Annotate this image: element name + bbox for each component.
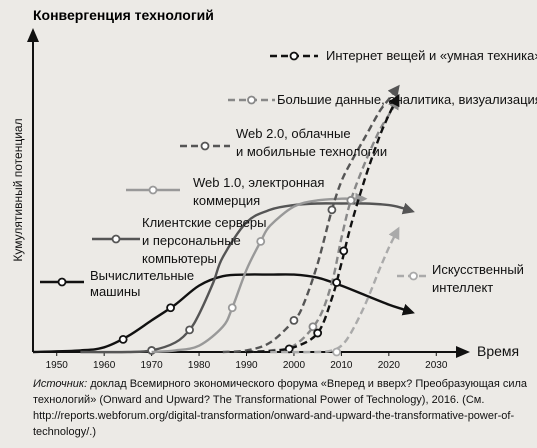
label-marker-computers [57,277,67,287]
series-label-computers: Вычислительные [90,268,194,283]
x-tick-label: 2010 [330,360,353,371]
label-iot: Интернет вещей и «умная техника» [270,48,537,63]
source-note: Источник: доклад Всемирного экономическо… [33,376,533,440]
x-tick-label: 2000 [283,360,306,371]
data-point-ai [332,347,342,357]
data-point-web1 [256,236,266,246]
series-big-data [246,97,400,354]
data-point-computers [166,303,175,313]
series-label-web1: коммерция [193,193,260,208]
series-web1 [151,192,368,354]
series-label-web1: Web 1.0, электронная [193,175,324,190]
data-point-big-data [346,195,356,205]
label-marker-web1 [148,185,158,195]
data-point-iot [332,278,342,287]
series-label-client-servers: компьютеры [142,251,217,266]
chart-title: Конвергенция технологий [33,7,214,23]
label-client-servers: Клиентские серверы и персональные компьюте… [92,215,266,266]
series-label-ai: Искусственный [432,262,524,277]
y-axis-label: Кумулятивный потенциал [11,118,25,261]
y-axis-arrow [27,28,39,42]
label-marker-client-servers [111,234,121,244]
label-big-data: Большие данные, аналитика, визуализация [228,92,537,107]
x-tick-label: 1990 [235,360,258,371]
series-layer [32,84,415,357]
series-label-ai: интеллект [432,280,493,295]
label-marker-big-data [247,95,256,105]
label-web2: Web 2.0, облачные и мобильные технологии [180,126,387,159]
data-point-web1 [227,303,237,313]
series-line-ai [270,226,400,354]
x-ticks: 1950 1960 1970 1980 1990 2000 2010 2020 2030 [46,352,448,371]
x-axis-label: Время [477,343,519,359]
series-web2 [222,84,400,354]
series-label-web2: Web 2.0, облачные [236,126,351,141]
series-label-computers: машины [90,284,140,299]
data-point-iot [284,344,294,354]
data-point-iot [339,246,349,256]
label-ai: Искусственный интеллект [397,262,524,295]
data-point-big-data [308,322,318,332]
series-label-big-data: Большие данные, аналитика, визуализация [277,92,537,107]
x-tick-label: 2020 [378,360,401,371]
series-iot [246,93,400,354]
label-marker-web2 [200,141,210,151]
data-point-client-servers [185,325,194,335]
x-axis-arrow [456,346,470,358]
series-label-client-servers: и персональные [142,233,241,248]
data-point-web2 [289,315,299,325]
data-point-iot [313,328,323,338]
label-marker-ai [409,271,418,281]
source-text: доклад Всемирного экономического форума … [33,378,528,438]
x-tick-label: 1960 [93,360,116,371]
series-label-client-servers: Клиентские серверы [142,215,266,230]
series-ai [270,226,400,357]
series-computers [32,273,415,354]
label-web1: Web 1.0, электронная коммерция [126,175,324,208]
series-line-iot [246,93,400,354]
x-tick-label: 2030 [425,360,448,371]
series-label-web2: и мобильные технологии [236,144,387,159]
source-prefix: Источник: [33,378,88,390]
series-label-iot: Интернет вещей и «умная техника» [326,48,537,63]
data-point-computers [118,334,128,344]
series-line-client-servers [80,202,415,354]
data-point-web2 [327,205,337,215]
x-tick-label: 1950 [46,360,69,371]
x-tick-label: 1970 [140,360,163,371]
x-tick-label: 1980 [188,360,211,371]
label-marker-iot [289,51,299,61]
series-line-big-data [246,97,400,354]
